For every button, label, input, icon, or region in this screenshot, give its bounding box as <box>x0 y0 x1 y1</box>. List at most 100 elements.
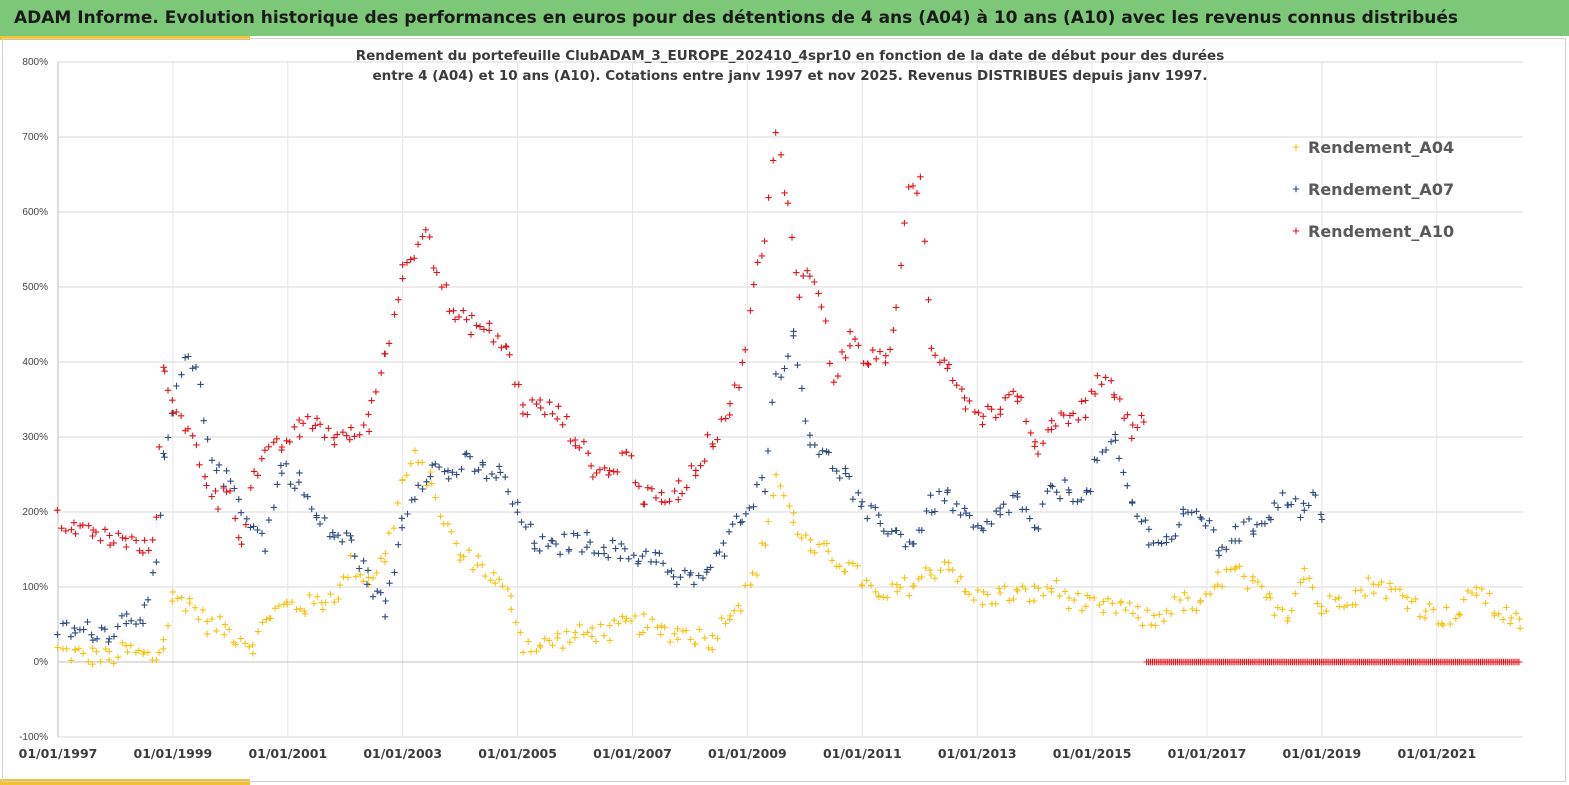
data-point <box>917 173 924 180</box>
data-point <box>97 658 104 665</box>
data-point <box>1078 607 1086 614</box>
y-tick-labels: -100% 0% 100% 200% 300% 400% 500% 600% 700% 800% <box>19 57 48 743</box>
data-point <box>1022 585 1029 593</box>
data-point <box>549 642 556 649</box>
data-point <box>889 580 896 588</box>
data-point <box>886 346 894 353</box>
data-point <box>556 551 564 558</box>
data-point <box>352 573 359 580</box>
data-point <box>628 452 635 459</box>
data-point <box>461 451 469 458</box>
x-tick-label: 01/01/1997 <box>19 746 98 761</box>
data-point <box>867 502 875 509</box>
data-point <box>465 547 473 554</box>
data-point <box>618 540 625 548</box>
data-point <box>399 275 406 282</box>
data-point <box>1005 391 1013 398</box>
data-point <box>858 582 866 589</box>
data-point <box>1300 576 1307 583</box>
data-point <box>411 496 419 503</box>
data-point <box>1000 501 1007 508</box>
data-point <box>1035 525 1042 533</box>
data-point <box>153 558 160 566</box>
data-point <box>313 514 320 521</box>
data-point <box>1019 583 1026 590</box>
data-point <box>944 487 951 494</box>
data-point <box>1145 541 1152 549</box>
data-point <box>1009 492 1017 499</box>
data-point <box>348 536 355 544</box>
data-point <box>855 342 862 349</box>
data-point <box>160 636 167 643</box>
data-point <box>514 499 521 506</box>
data-point <box>1093 457 1101 464</box>
data-point <box>992 600 999 607</box>
data-point <box>588 633 596 640</box>
data-point <box>394 499 401 507</box>
data-point <box>833 467 840 475</box>
data-point <box>254 472 261 479</box>
data-point <box>632 479 639 486</box>
data-point <box>177 412 185 419</box>
data-point <box>509 500 516 508</box>
data-point <box>174 595 181 602</box>
legend-marker <box>1292 185 1300 193</box>
data-point <box>463 316 470 323</box>
data-point <box>1288 501 1295 508</box>
data-point <box>250 468 258 475</box>
data-point <box>974 522 982 529</box>
data-point <box>88 631 95 638</box>
data-point <box>1014 398 1021 405</box>
data-point <box>701 634 708 642</box>
data-point <box>905 183 912 191</box>
data-point <box>161 368 168 375</box>
data-point <box>1075 416 1082 424</box>
data-point <box>237 635 244 642</box>
data-point <box>241 640 249 647</box>
data-point <box>1197 599 1204 606</box>
data-point <box>141 537 148 544</box>
data-point <box>445 475 452 482</box>
data-point <box>658 489 665 496</box>
chart-title-line-1: Rendement du portefeuille ClubADAM_3_EUR… <box>356 48 1224 64</box>
data-point <box>941 357 948 364</box>
data-point <box>1516 625 1524 632</box>
data-point <box>1318 610 1325 617</box>
data-point <box>596 466 604 473</box>
data-point <box>340 573 347 581</box>
data-point <box>780 492 787 499</box>
data-point <box>525 638 532 645</box>
data-point <box>815 290 822 297</box>
data-point <box>979 421 986 428</box>
data-point <box>144 596 152 603</box>
data-point <box>1078 398 1085 405</box>
data-point <box>618 449 626 457</box>
data-point <box>246 643 253 650</box>
data-point <box>949 566 956 574</box>
data-point <box>788 234 796 241</box>
data-point <box>1060 411 1067 419</box>
data-point <box>232 515 239 522</box>
data-point <box>738 518 746 525</box>
data-point <box>671 487 678 495</box>
data-point <box>661 499 669 506</box>
data-point <box>492 580 499 587</box>
data-point <box>758 474 766 481</box>
data-point <box>212 487 219 495</box>
data-point <box>674 625 681 632</box>
data-point <box>480 326 488 333</box>
data-point <box>677 574 684 581</box>
data-point <box>1172 532 1179 540</box>
data-point <box>270 504 278 511</box>
accent-bar-bottom <box>0 779 250 785</box>
data-point <box>259 619 266 626</box>
data-point <box>966 512 973 519</box>
data-point <box>1430 606 1437 613</box>
data-point <box>656 550 663 557</box>
data-point <box>247 524 254 531</box>
data-point <box>1399 592 1406 599</box>
data-point <box>600 544 607 551</box>
data-point <box>360 578 367 585</box>
data-point <box>605 471 612 479</box>
data-point <box>1128 435 1135 442</box>
